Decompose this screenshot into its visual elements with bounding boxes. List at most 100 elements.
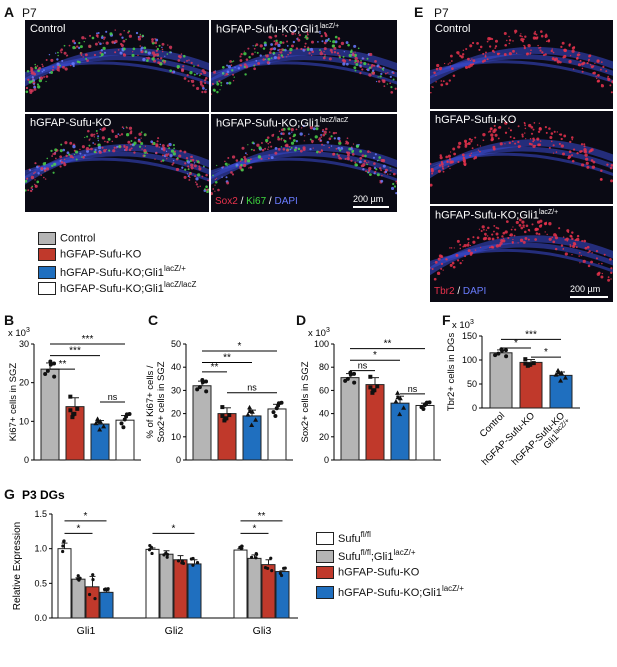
data-point <box>165 555 169 559</box>
cell-dot <box>125 133 130 137</box>
cell-dot <box>176 66 179 69</box>
data-point <box>348 370 353 375</box>
cell-dot <box>126 126 128 129</box>
cell-dot <box>540 34 544 38</box>
cell-dot <box>309 47 314 52</box>
y-tick-label: 0.5 <box>34 578 47 588</box>
cell-dot <box>201 90 204 94</box>
cell-dot <box>171 71 174 74</box>
legend-sup: lacZ/+ <box>163 264 186 273</box>
cell-dot <box>91 36 95 40</box>
cell-dot <box>319 51 323 56</box>
cell-dot <box>521 135 524 138</box>
cell-dot <box>524 237 528 240</box>
cell-dot <box>580 163 585 167</box>
cell-dot <box>324 32 328 36</box>
cell-dot <box>178 154 182 158</box>
cell-dot <box>524 132 526 134</box>
cell-dot <box>33 83 36 85</box>
cell-dot <box>212 174 214 177</box>
cell-dot <box>449 151 452 153</box>
cell-dot <box>226 64 229 67</box>
cell-dot <box>486 40 489 43</box>
cell-dot <box>538 127 542 131</box>
data-point <box>395 390 401 395</box>
cell-dot <box>579 262 581 264</box>
micrograph-e-ko: hGFAP-Sufu-KO <box>430 111 613 204</box>
bar <box>57 548 72 619</box>
legend-item: Sufufl/fl <box>316 530 371 546</box>
chart-c: 0 10 20 30 40 50% of Ki67+ cells /Sox2+ cells… <box>145 310 296 480</box>
cell-dot <box>333 51 337 54</box>
cell-dot <box>354 161 357 164</box>
cell-dot <box>345 151 349 154</box>
cell-dot <box>286 148 289 152</box>
cell-dot <box>51 69 54 72</box>
cell-dot <box>81 145 85 149</box>
cell-dot <box>455 253 459 257</box>
cell-dot <box>256 51 259 54</box>
cell-dot <box>218 80 221 83</box>
cell-dot <box>430 267 432 269</box>
cell-dot <box>562 56 565 59</box>
cell-dot <box>183 150 187 154</box>
cell-dot <box>344 143 347 145</box>
cell-dot <box>270 57 273 59</box>
tissue-arc <box>430 54 613 79</box>
cell-dot <box>587 264 591 268</box>
cell-dot <box>99 128 102 131</box>
data-point <box>397 411 403 417</box>
cell-dot <box>96 32 98 35</box>
cell-dot <box>386 83 388 85</box>
cell-dot <box>332 152 336 156</box>
cell-dot <box>595 76 597 78</box>
cell-dot <box>71 62 75 66</box>
cell-dot <box>294 33 296 35</box>
cell-dot <box>172 162 175 165</box>
cell-dot <box>364 160 367 162</box>
cell-dot <box>252 45 254 47</box>
bar <box>247 557 262 619</box>
cell-dot <box>330 135 333 138</box>
cell-dot <box>572 68 575 70</box>
panel-letter-f: F <box>442 312 451 328</box>
cell-dot <box>114 134 118 139</box>
cell-dot <box>300 127 303 129</box>
data-point <box>62 539 66 543</box>
cell-dot <box>548 146 551 149</box>
cell-dot <box>37 69 40 73</box>
cell-dot <box>548 237 552 241</box>
cell-dot <box>239 55 242 58</box>
cell-dot <box>560 45 563 49</box>
bar <box>275 571 290 619</box>
cell-dot <box>177 55 181 58</box>
cell-dot <box>347 153 350 157</box>
cell-dot <box>45 167 50 171</box>
data-point <box>147 548 152 552</box>
cell-dot <box>215 180 218 184</box>
cell-dot <box>517 242 519 244</box>
cell-dot <box>469 154 472 157</box>
cell-dot <box>81 36 85 40</box>
chart-d: 0 20 40 60 80 100 Sox2+ cells in SGZ x 103 ns * **… <box>294 310 444 480</box>
cell-dot <box>188 178 191 181</box>
cell-dot <box>312 147 314 149</box>
cell-dot <box>371 69 375 73</box>
data-point <box>274 406 279 411</box>
cell-dot <box>88 144 91 147</box>
stain-sep: / <box>454 286 463 297</box>
cell-dot <box>321 143 324 146</box>
data-point <box>52 374 57 379</box>
cell-dot <box>26 69 30 73</box>
cell-dot <box>583 145 586 148</box>
cell-dot <box>25 189 27 192</box>
cell-dot <box>469 44 473 48</box>
cell-dot <box>459 261 462 265</box>
cell-dot <box>366 68 370 72</box>
cell-dot <box>320 134 323 136</box>
cell-dot <box>373 64 376 67</box>
cell-dot <box>493 128 497 132</box>
cell-dot <box>302 124 306 128</box>
cell-dot <box>268 157 270 160</box>
cell-dot <box>332 131 336 135</box>
